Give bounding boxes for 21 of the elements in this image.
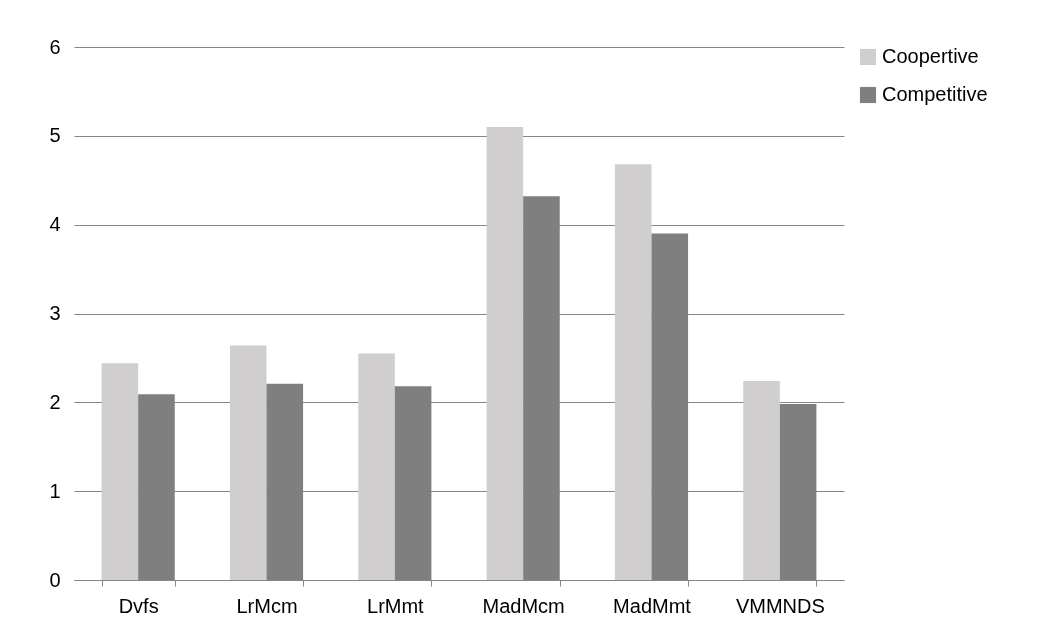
- x-tick-label: MadMmt: [613, 594, 692, 617]
- bar: [101, 363, 139, 580]
- y-tick-label: 6: [49, 35, 61, 58]
- x-tick-label: LrMcm: [236, 594, 298, 617]
- bar: [743, 381, 780, 580]
- x-tick-label: VMMNDS: [735, 594, 825, 617]
- y-tick-label: 0: [49, 568, 61, 591]
- x-tick-label: LrMmt: [367, 594, 425, 617]
- y-tick-label: 2: [49, 390, 61, 413]
- x-tick-label: MadMcm: [482, 594, 565, 617]
- legend-label: Competitive: [882, 83, 988, 105]
- bar: [358, 353, 395, 580]
- y-tick-label: 1: [49, 479, 61, 502]
- bar: [614, 164, 652, 580]
- bar: [486, 126, 524, 580]
- y-tick-label: 5: [49, 124, 61, 147]
- legend-label: Coopertive: [882, 45, 979, 67]
- y-tick-label: 4: [49, 213, 61, 236]
- y-tick-label: 3: [49, 302, 61, 324]
- bar: [229, 345, 267, 580]
- x-tick-label: Dvfs: [118, 594, 159, 617]
